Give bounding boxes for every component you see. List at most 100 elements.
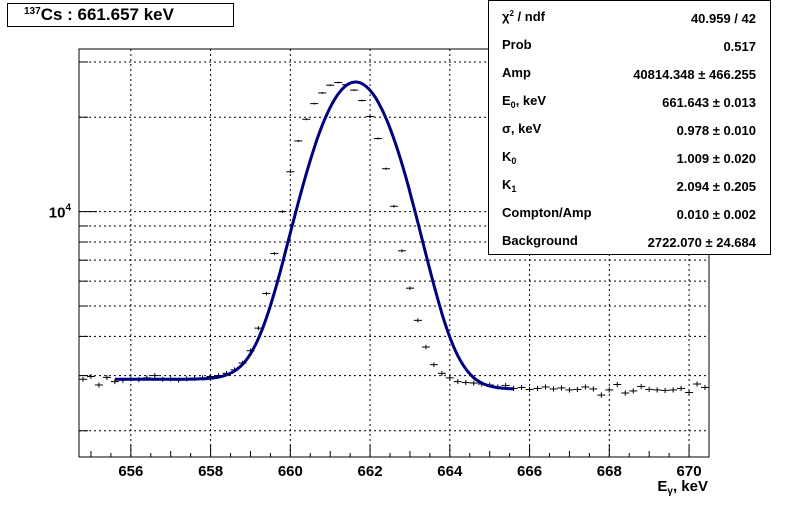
stat-name: σ, keV xyxy=(502,121,542,136)
data-point xyxy=(350,89,359,91)
stat-row-chi2: χ2 / ndf 40.959 / 42 xyxy=(489,3,770,31)
data-point xyxy=(334,81,343,84)
x-tick-label: 664 xyxy=(437,463,463,480)
stat-value: 0.010 ± 0.002 xyxy=(676,207,756,222)
data-point xyxy=(589,386,598,392)
data-point xyxy=(86,374,95,380)
data-point xyxy=(326,84,335,87)
x-tick-label: 668 xyxy=(597,463,622,480)
data-point xyxy=(517,384,526,391)
stat-name: Background xyxy=(502,233,578,248)
stat-name: K1 xyxy=(502,177,517,194)
stat-name: Compton/Amp xyxy=(502,205,592,220)
data-point xyxy=(693,381,702,387)
data-point xyxy=(286,170,295,173)
data-point xyxy=(78,376,87,382)
data-point xyxy=(701,384,710,391)
data-point xyxy=(637,383,646,390)
data-point xyxy=(525,386,534,393)
data-point xyxy=(541,384,550,390)
data-point xyxy=(669,387,678,393)
data-point xyxy=(597,392,606,398)
data-point xyxy=(374,137,383,140)
data-point xyxy=(645,386,654,393)
data-point xyxy=(278,210,287,213)
data-point xyxy=(533,385,542,392)
stat-row-compton: Compton/Amp 0.010 ± 0.002 xyxy=(489,199,770,227)
fit-stats-box: χ2 / ndf 40.959 / 42 Prob 0.517 Amp 4081… xyxy=(488,0,771,255)
data-point xyxy=(270,251,279,256)
data-point xyxy=(661,387,670,394)
data-point xyxy=(262,291,271,296)
data-point xyxy=(453,379,462,385)
data-point xyxy=(302,118,311,121)
data-point xyxy=(565,387,574,393)
data-point xyxy=(437,370,446,376)
data-point xyxy=(318,92,327,94)
stat-value: 40814.348 ± 466.255 xyxy=(633,67,756,82)
stat-row-sigma: σ, keV 0.978 ± 0.010 xyxy=(489,115,770,143)
data-point xyxy=(390,204,398,208)
data-point xyxy=(573,386,582,393)
stat-value: 661.643 ± 0.013 xyxy=(662,95,756,110)
x-tick-label: 660 xyxy=(278,463,303,480)
data-point xyxy=(421,344,430,350)
stat-value: 40.959 / 42 xyxy=(690,11,756,26)
data-point xyxy=(294,139,303,143)
data-point xyxy=(549,386,558,392)
data-point xyxy=(557,385,566,391)
data-point xyxy=(445,375,454,381)
data-point xyxy=(110,379,119,385)
data-point xyxy=(685,389,694,396)
x-tick-label: 656 xyxy=(118,463,143,480)
data-point xyxy=(581,384,590,390)
stat-name: K0 xyxy=(502,149,517,166)
axis-ticks xyxy=(79,61,710,457)
x-tick-label: 666 xyxy=(517,463,542,480)
data-point xyxy=(461,380,470,386)
y-tick-label-exponent: 4 xyxy=(65,203,71,214)
stat-value: 0.978 ± 0.010 xyxy=(676,123,756,138)
data-point xyxy=(629,388,638,394)
data-point xyxy=(613,381,622,388)
data-point xyxy=(677,385,686,392)
data-point xyxy=(605,387,614,393)
data-point xyxy=(310,102,319,105)
stat-value: 1.009 ± 0.020 xyxy=(676,151,756,166)
stat-row-prob: Prob 0.517 xyxy=(489,31,770,59)
stat-value: 0.517 xyxy=(723,39,756,54)
data-point xyxy=(94,382,103,388)
stat-row-k0: K0 1.009 ± 0.020 xyxy=(489,143,770,171)
data-point xyxy=(382,167,391,170)
x-tick-labels: 656 658 660 662 664 666 668 670 xyxy=(118,463,701,480)
stat-name: Prob xyxy=(502,37,532,52)
x-tick-label: 662 xyxy=(358,463,383,480)
data-point xyxy=(102,374,111,380)
data-point xyxy=(653,387,662,393)
y-tick-label: 104 xyxy=(49,203,72,222)
x-axis-label: Eγ, keV xyxy=(657,478,708,497)
data-point xyxy=(366,115,375,118)
stat-name: E0, keV xyxy=(502,93,547,110)
fit-curve xyxy=(114,80,514,391)
isotope-mass-number: 137 xyxy=(24,6,41,17)
stat-row-e0: E0, keV 661.643 ± 0.013 xyxy=(489,87,770,115)
stat-name: χ2 / ndf xyxy=(502,9,545,24)
stat-value: 2.094 ± 0.205 xyxy=(676,179,756,194)
data-point xyxy=(150,373,159,379)
data-point xyxy=(405,286,414,290)
stat-value: 2722.070 ± 24.684 xyxy=(647,235,756,250)
data-point xyxy=(397,249,406,253)
y-tick-label-base: 10 xyxy=(49,205,66,222)
data-point xyxy=(358,99,367,102)
data-point xyxy=(621,390,630,396)
x-tick-label: 670 xyxy=(677,463,702,480)
data-point xyxy=(413,318,422,323)
data-point xyxy=(429,362,438,368)
data-point xyxy=(469,380,478,386)
title-text: Cs : 661.657 keV xyxy=(40,5,174,24)
plot-title: 137Cs : 661.657 keV xyxy=(7,3,234,27)
stat-row-amp: Amp 40814.348 ± 466.255 xyxy=(489,59,770,87)
x-tick-label: 658 xyxy=(198,463,223,480)
stat-name: Amp xyxy=(502,65,531,80)
